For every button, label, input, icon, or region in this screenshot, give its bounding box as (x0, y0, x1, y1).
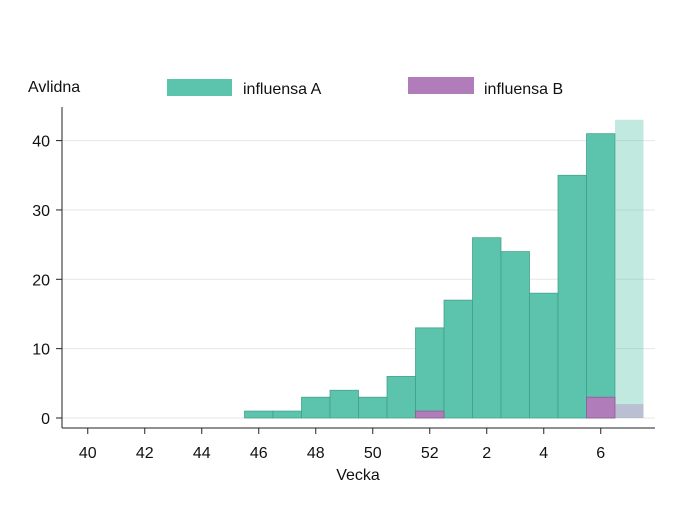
x-tick-label-48: 48 (307, 445, 325, 462)
bar-influensa-a-week-6 (586, 133, 616, 419)
y-tick-label-40: 40 (32, 134, 50, 151)
bar-influensa-a-week-47 (272, 410, 302, 419)
bar-influensa-a-week-50 (358, 396, 388, 419)
legend-label-influensa-b: influensa B (484, 81, 563, 98)
y-ticks: 0 10 20 30 40 (32, 134, 62, 428)
bar-influensa-b-week-7 (615, 404, 644, 418)
axes (61, 107, 655, 429)
x-tick-label-50: 50 (364, 445, 382, 462)
y-tick-label-0: 0 (41, 411, 50, 428)
x-tick-label-46: 46 (250, 445, 268, 462)
bar-influensa-a-week-7 (615, 119, 644, 419)
legend: influensa A influensa B (167, 77, 563, 98)
bar-influensa-a-week-48 (301, 396, 331, 419)
x-tick-label-2: 2 (482, 445, 491, 462)
bar-influensa-a-week-51 (386, 375, 416, 419)
legend-swatch-influensa-b (408, 77, 474, 94)
y-axis-title: Avlidna (28, 79, 80, 96)
x-tick-label-40: 40 (79, 445, 97, 462)
bar-influensa-a-week-46 (244, 410, 274, 419)
x-ticks: 40 42 44 46 48 50 52 2 4 6 (79, 428, 605, 462)
bar-influensa-b-week-52 (415, 410, 445, 419)
bars (244, 119, 644, 419)
x-axis-title: Vecka (336, 467, 380, 484)
y-tick-label-20: 20 (32, 272, 50, 289)
bar-influensa-a-week-52 (415, 327, 445, 419)
bar-influensa-a-week-3 (500, 251, 530, 419)
bar-influensa-a-week-1 (443, 299, 473, 419)
y-tick-label-10: 10 (32, 342, 50, 359)
x-tick-label-6: 6 (596, 445, 605, 462)
x-tick-label-44: 44 (193, 445, 211, 462)
bar-influensa-a-week-4 (529, 292, 559, 419)
legend-swatch-influensa-a (167, 79, 232, 96)
legend-label-influensa-a: influensa A (243, 81, 322, 98)
y-tick-label-30: 30 (32, 203, 50, 220)
bar-influensa-b-week-6 (586, 396, 616, 419)
bar-influensa-a-week-2 (472, 237, 502, 419)
x-tick-label-52: 52 (421, 445, 439, 462)
bar-influensa-a-week-5 (557, 174, 587, 419)
x-tick-label-42: 42 (136, 445, 154, 462)
bar-influensa-a-week-49 (329, 389, 359, 419)
x-tick-label-4: 4 (539, 445, 548, 462)
